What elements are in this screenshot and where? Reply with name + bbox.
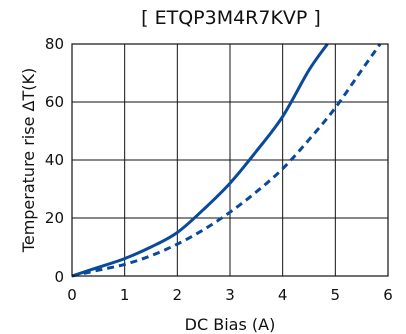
plot-frame <box>71 43 389 277</box>
x-tick-label-1: 1 <box>120 286 130 304</box>
series-line-solid <box>71 43 329 278</box>
series-layer <box>71 43 382 278</box>
chart-title: [ ETQP3M4R7KVP ] <box>141 7 321 29</box>
series-line-dashed <box>71 43 382 278</box>
x-tick-label-6: 6 <box>383 286 393 304</box>
x-tick-label-2: 2 <box>173 286 183 304</box>
y-tick-label-0: 0 <box>54 268 64 286</box>
y-tick-label-80: 80 <box>45 35 64 53</box>
x-tick-labels: 0 1 2 3 4 5 6 <box>67 286 393 304</box>
y-axis-label: Temperature rise ΔT(K) <box>19 68 38 253</box>
x-tick-label-3: 3 <box>225 286 235 304</box>
y-tick-labels: 0 20 40 60 80 <box>45 35 64 286</box>
y-tick-label-40: 40 <box>45 151 64 169</box>
x-tick-label-5: 5 <box>331 286 341 304</box>
x-axis-label: DC Bias (A) <box>185 315 276 334</box>
y-tick-label-20: 20 <box>45 209 64 227</box>
y-tick-label-60: 60 <box>45 93 64 111</box>
grid-lines <box>71 43 389 277</box>
x-tick-label-4: 4 <box>278 286 288 304</box>
x-tick-label-0: 0 <box>67 286 77 304</box>
